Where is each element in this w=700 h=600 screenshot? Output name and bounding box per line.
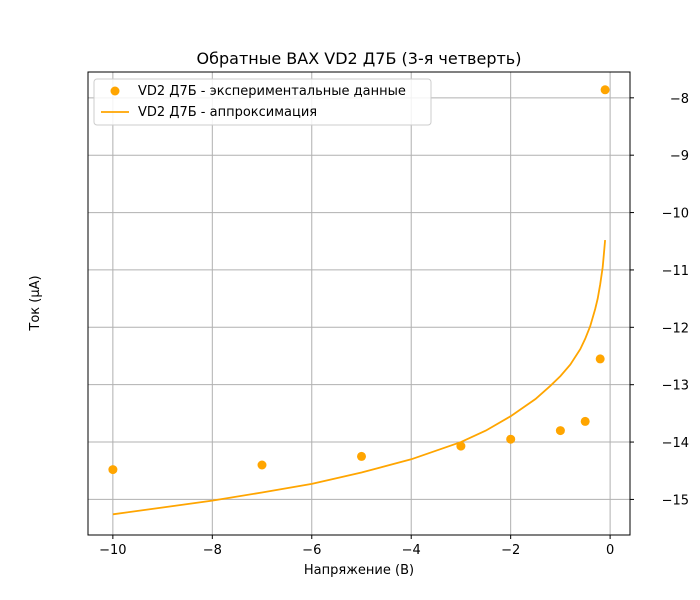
x-tick-label: 0 — [606, 543, 614, 558]
legend-label-line: VD2 Д7Б - аппроксимация — [138, 105, 317, 120]
data-point — [456, 441, 466, 451]
x-tick-label: −2 — [501, 543, 520, 558]
y-tick-label: −8 — [670, 92, 689, 107]
data-point — [595, 354, 605, 364]
data-point — [600, 85, 610, 95]
legend: VD2 Д7Б - экспериментальные данные VD2 Д… — [93, 78, 432, 126]
data-point — [108, 465, 118, 475]
y-tick-label: −15 — [662, 493, 689, 508]
y-axis: −15 −14 −13 −12 −11 −10 −9 −8 — [630, 92, 689, 508]
legend-frame — [93, 78, 432, 126]
approximation-line — [112, 240, 606, 516]
data-point — [506, 434, 516, 444]
grid — [88, 72, 630, 535]
experimental-points — [108, 85, 610, 475]
y-tick-label: −10 — [662, 207, 689, 222]
y-tick-label: −13 — [662, 379, 689, 394]
x-tick-label: −4 — [402, 543, 421, 558]
data-point — [580, 416, 590, 426]
x-axis-label: Напряжение (В) — [304, 563, 414, 578]
y-tick-label: −11 — [662, 264, 689, 279]
y-axis-label: Ток (μА) — [28, 275, 43, 331]
legend-label-scatter: VD2 Д7Б - экспериментальные данные — [138, 84, 406, 99]
chart-title: Обратные ВАХ VD2 Д7Б (3-я четверть) — [197, 49, 522, 68]
x-tick-label: −6 — [302, 543, 321, 558]
plot-frame — [87, 71, 631, 536]
x-axis: −10 −8 −6 −4 −2 0 — [99, 535, 614, 558]
data-point — [555, 426, 565, 436]
y-tick-label: −14 — [662, 436, 689, 451]
x-tick-label: −10 — [99, 543, 126, 558]
y-tick-label: −9 — [670, 149, 689, 164]
legend-marker-scatter — [110, 86, 120, 96]
y-tick-label: −12 — [662, 321, 689, 336]
data-point — [357, 451, 366, 461]
data-point — [257, 460, 267, 470]
approximation-curve — [112, 240, 606, 516]
x-tick-label: −8 — [203, 543, 222, 558]
